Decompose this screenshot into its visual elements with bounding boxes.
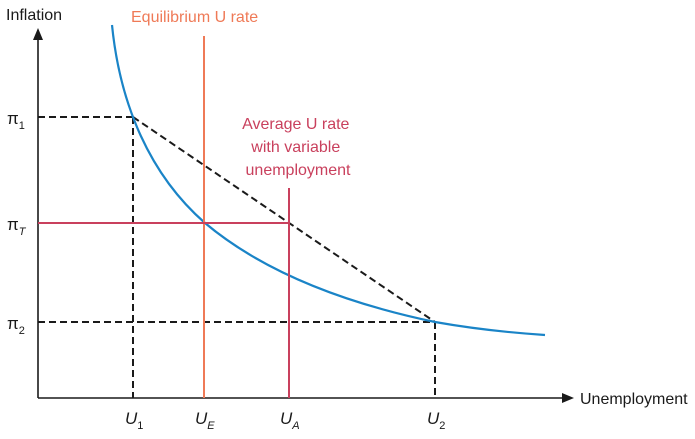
y-tick-pi2: π2: [7, 314, 25, 337]
right-arrow-icon: [562, 393, 574, 403]
average-label-line-1: Average U rate: [242, 116, 349, 133]
average-chord: [132, 116, 436, 323]
y-tick-pi1: π1: [7, 109, 25, 132]
x-tick-ue: UE: [195, 409, 215, 432]
x-tick-u2: U2: [427, 409, 445, 432]
phillips-curve: [110, 24, 546, 337]
average-label-line-2: with variable: [250, 139, 340, 156]
average-label-line-3: unemployment: [246, 162, 352, 179]
dashed-guides: [38, 116, 436, 398]
average-u-rate-label: Average U rate with variable unemploymen…: [242, 116, 354, 179]
x-axis-title: Unemployment: [580, 391, 688, 408]
equilibrium-u-rate-label: Equilibrium U rate: [131, 9, 258, 26]
y-axis-title: Inflation: [6, 7, 62, 24]
up-arrow-icon: [33, 28, 43, 40]
x-tick-u1: U1: [125, 409, 143, 432]
x-tick-ua: UA: [280, 409, 300, 432]
y-tick-piT: πT: [7, 215, 27, 238]
